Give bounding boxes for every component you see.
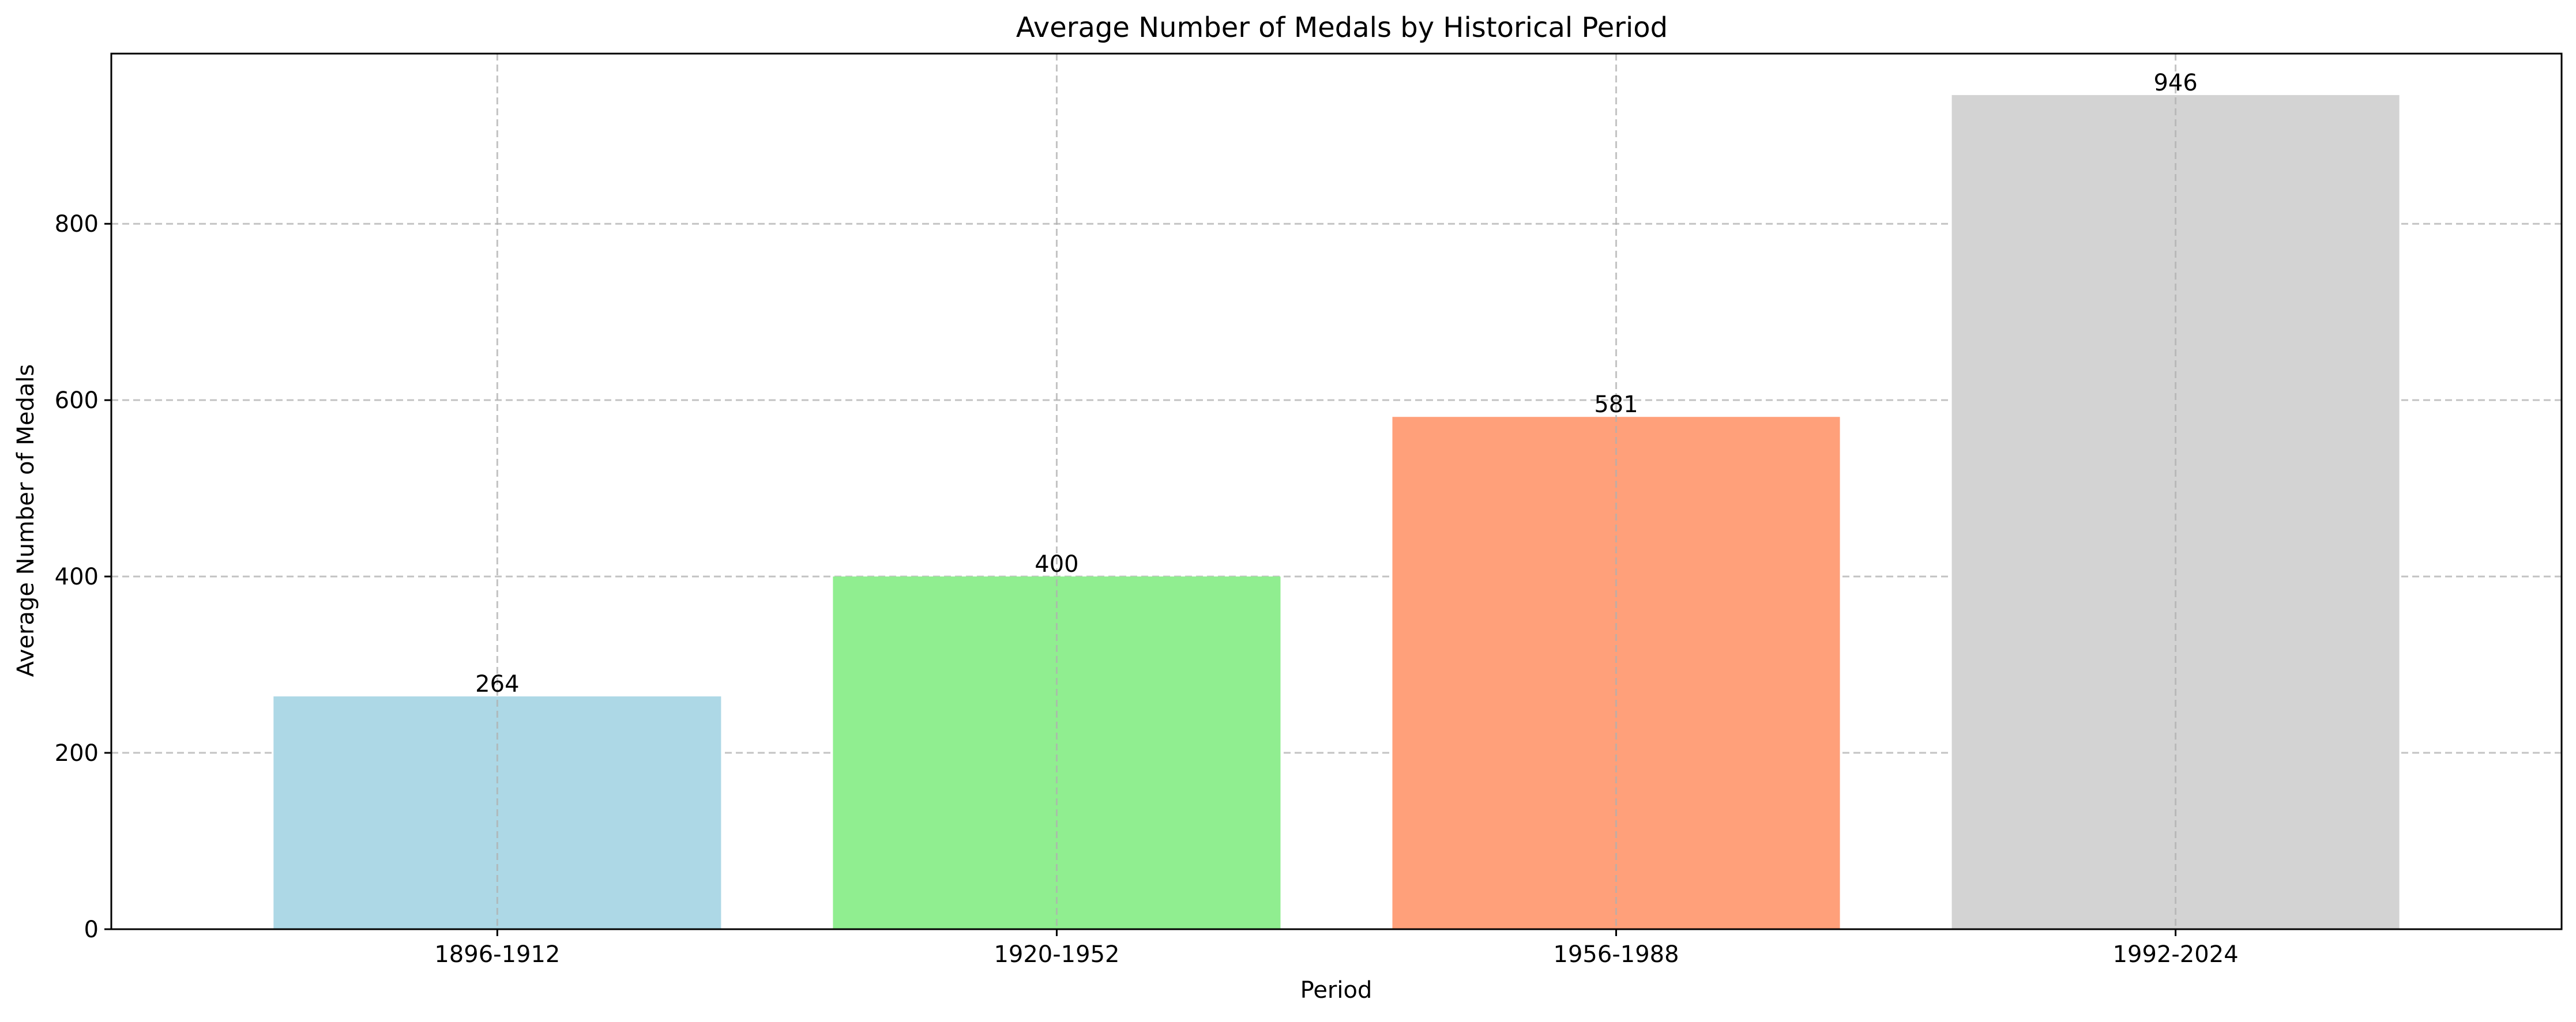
data-labels: 264 400 581 946 bbox=[475, 70, 2198, 697]
bar-value-label: 400 bbox=[1035, 551, 1078, 578]
vertical-grid bbox=[496, 54, 2177, 929]
y-tick-label: 0 bbox=[84, 917, 99, 943]
bar-value-label: 581 bbox=[1594, 391, 1638, 418]
y-tick-label: 600 bbox=[55, 387, 99, 414]
y-tick-label: 200 bbox=[55, 740, 99, 767]
axes: 0 200 400 600 800 1896-1912 1920-1952 1956-1988… bbox=[55, 52, 2563, 968]
bar-value-label: 946 bbox=[2153, 70, 2197, 96]
y-tick-label: 800 bbox=[55, 211, 99, 237]
x-tick-label: 1992-2024 bbox=[2113, 941, 2239, 968]
y-tick-label: 400 bbox=[55, 564, 99, 590]
bar-value-label: 264 bbox=[475, 671, 519, 697]
x-tick-label: 1896-1912 bbox=[434, 941, 560, 968]
x-axis-label: Period bbox=[1300, 977, 1372, 1004]
x-tick-label: 1920-1952 bbox=[994, 941, 1119, 968]
chart-title: Average Number of Medals by Historical P… bbox=[1016, 12, 1668, 44]
bars bbox=[273, 95, 2400, 930]
plot-frame bbox=[110, 52, 2563, 930]
x-tick-label: 1956-1988 bbox=[1554, 941, 1679, 968]
y-axis-label: Average Number of Medals bbox=[13, 364, 39, 677]
